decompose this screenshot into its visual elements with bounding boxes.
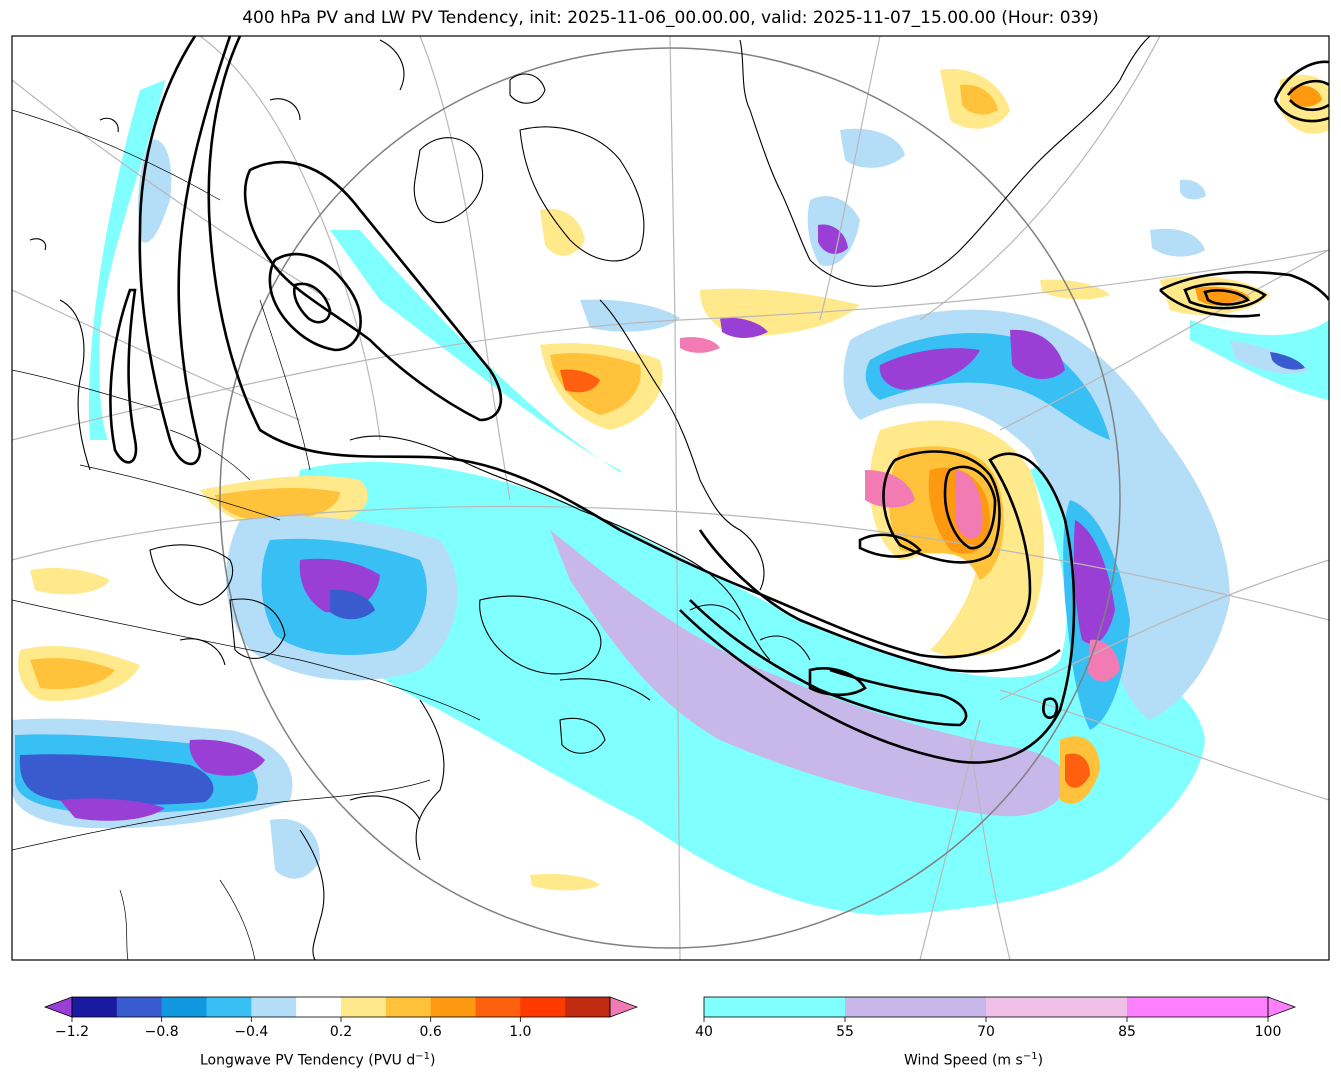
wind-speed-colorbar-swatch: [704, 997, 846, 1017]
pv-tendency-negative: [12, 128, 1310, 879]
pv-tendency-colorbar-swatch: [161, 997, 207, 1017]
map-frame: [11, 35, 1330, 961]
wind-speed-colorbar-over-triangle: [1267, 996, 1297, 1018]
pv-tendency-colorbar-tick-label: −0.4: [234, 1024, 269, 1040]
wind-speed-colorbar-tick-label: 70: [977, 1024, 995, 1040]
pv-tendency-colorbar-swatch: [341, 997, 387, 1017]
pv-tendency-colorbar-tick-label: 0.2: [329, 1024, 353, 1040]
pv-tendency-colorbar-swatch: [206, 997, 252, 1017]
wind-speed-colorbar-tick-label: 55: [836, 1024, 854, 1040]
wind-speed-colorbar-tick-label: 85: [1118, 1024, 1136, 1040]
wind-speed-colorbar-label: Wind Speed (m s−1): [904, 1051, 1044, 1069]
wind-speed-colorbar: [703, 996, 1297, 1022]
pv-tendency-colorbar-swatch: [251, 997, 297, 1017]
pv-tendency-colorbar: [43, 996, 639, 1022]
wind-speed-colorbar-swatch: [845, 997, 987, 1017]
pv-tendency-colorbar-tick-label: −1.2: [55, 1024, 89, 1040]
pv-tendency-colorbar-tick-label: 0.6: [419, 1024, 442, 1040]
pv-tendency-colorbar-under-triangle: [43, 996, 73, 1018]
pv-tendency-colorbar-swatch: [520, 997, 566, 1017]
wind-speed-colorbar-swatch: [1127, 997, 1269, 1017]
pv-tendency-colorbar-swatch: [296, 997, 342, 1017]
reference-circle: [219, 47, 1121, 949]
wind-speed-shading: [88, 80, 1329, 915]
map-title: 400 hPa PV and LW PV Tendency, init: 202…: [242, 8, 1099, 28]
wind-speed-colorbar-tick-label: 40: [695, 1024, 713, 1040]
political-borders: [12, 109, 481, 960]
pv-tendency-colorbar-over-triangle: [609, 996, 639, 1018]
pv-tendency-colorbar-label: Longwave PV Tendency (PVU d−1): [200, 1051, 436, 1069]
pv-tendency-colorbar-tick-label: 1.0: [509, 1024, 532, 1040]
pv-tendency-colorbar-swatch: [430, 997, 476, 1017]
map-panel: [12, 36, 1329, 960]
pv-contours: [109, 36, 1329, 764]
pv-tendency-colorbar-swatch: [385, 997, 432, 1017]
coastlines: [29, 36, 1151, 960]
pv-tendency-colorbar-swatch: [72, 997, 118, 1017]
wind-speed-colorbar-tick-label: 100: [1254, 1024, 1282, 1040]
pv-tendency-colorbar-swatch: [116, 997, 163, 1017]
wind-speed-colorbar-swatch: [986, 997, 1128, 1017]
pv-tendency-colorbar-tick-label: −0.8: [144, 1024, 179, 1040]
pv-tendency-colorbar-swatch: [475, 997, 521, 1017]
pv-tendency-colorbar-swatch: [565, 997, 611, 1017]
